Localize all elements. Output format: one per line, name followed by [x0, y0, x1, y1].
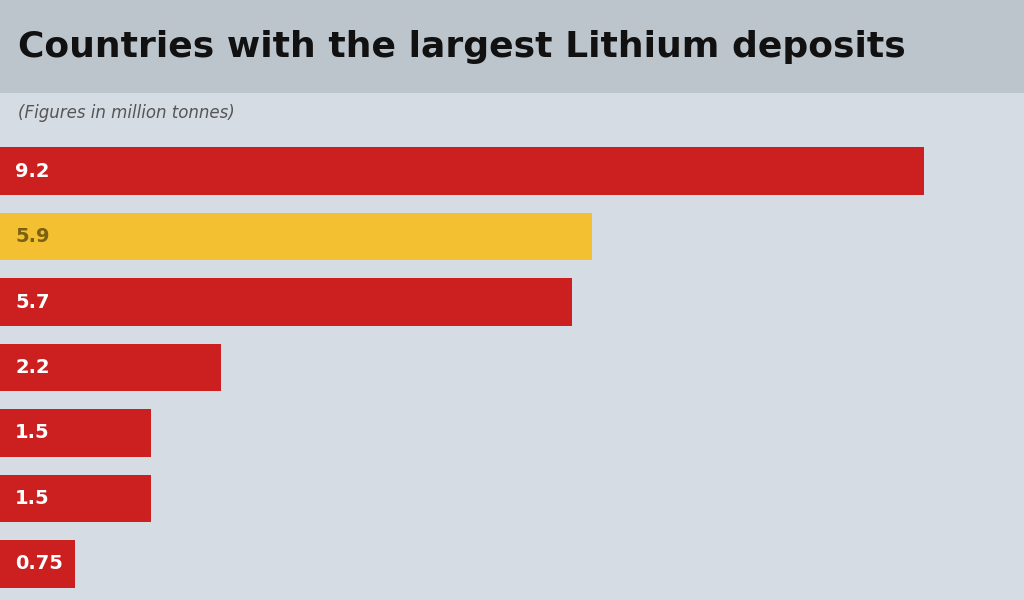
Text: 5.9: 5.9	[15, 227, 49, 246]
Bar	[0, 344, 221, 391]
Text: 9.2: 9.2	[15, 161, 49, 181]
Text: 5.7: 5.7	[15, 293, 49, 311]
Text: 2.2: 2.2	[15, 358, 50, 377]
Bar	[0, 278, 572, 326]
Bar	[0, 148, 924, 194]
Text: (Figures in million tonnes): (Figures in million tonnes)	[18, 104, 236, 122]
Bar	[0, 475, 151, 522]
Bar	[0, 409, 151, 457]
Text: 0.75: 0.75	[15, 554, 62, 574]
Text: Countries with the largest Lithium deposits: Countries with the largest Lithium depos…	[18, 29, 906, 64]
Text: 1.5: 1.5	[15, 489, 50, 508]
Bar	[0, 541, 76, 587]
Text: 1.5: 1.5	[15, 424, 50, 442]
Bar	[0, 213, 592, 260]
